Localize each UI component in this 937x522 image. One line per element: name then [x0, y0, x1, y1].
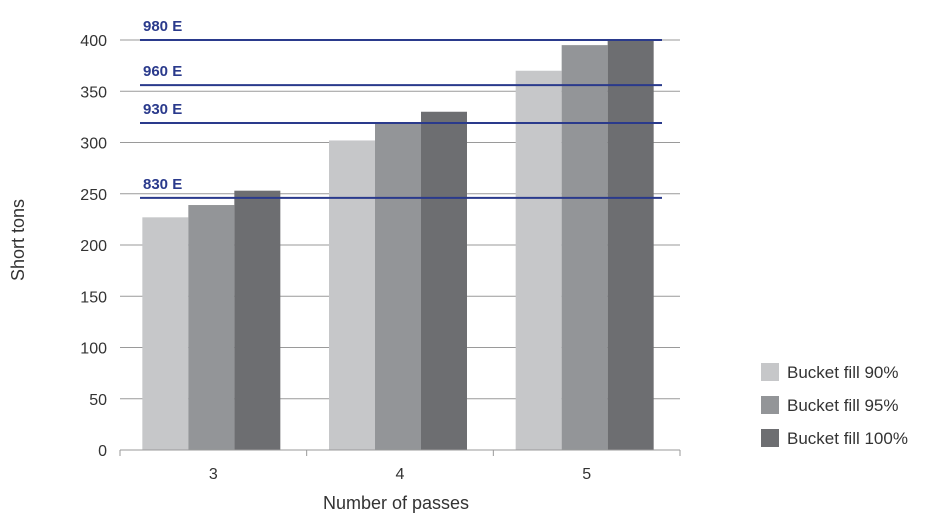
- legend-label: Bucket fill 90%: [787, 363, 899, 382]
- bar-3-series-3: [234, 190, 281, 451]
- bar-3-series-2: [188, 205, 235, 450]
- reference-line-label: 980 E: [143, 18, 182, 35]
- legend-swatch: [761, 363, 779, 381]
- y-tick-label: 250: [80, 187, 107, 204]
- y-tick-label: 100: [80, 341, 107, 358]
- reference-line-label: 960 E: [143, 63, 182, 80]
- y-tick-label: 400: [80, 33, 107, 50]
- bars: [142, 40, 654, 451]
- legend-swatch: [761, 429, 779, 447]
- y-tick-label: 0: [98, 443, 107, 460]
- y-tick-label: 150: [80, 289, 107, 306]
- x-tick-label: 5: [582, 466, 591, 483]
- bar-4-series-3: [421, 111, 467, 450]
- bar-5-series-1: [515, 70, 562, 450]
- reference-line-label: 930 E: [143, 101, 182, 118]
- bar-5-series-2: [561, 45, 608, 450]
- y-axis-title: Short tons: [8, 199, 28, 281]
- x-axis: 3 4 5: [119, 449, 681, 483]
- x-tick-label: 4: [396, 466, 405, 483]
- reference-line-label: 830 E: [143, 176, 182, 193]
- y-tick-label: 200: [80, 238, 107, 255]
- bar-3-series-1: [142, 217, 189, 450]
- y-tick-label: 50: [89, 392, 107, 409]
- bar-4-series-2: [375, 123, 421, 451]
- x-tick-label: 3: [209, 466, 218, 483]
- y-tick-label: 350: [80, 84, 107, 101]
- bar-4-series-1: [329, 140, 375, 450]
- legend-label: Bucket fill 100%: [787, 429, 908, 448]
- y-axis: 0 50 100 150 200 250 300 350 400: [80, 33, 107, 460]
- x-axis-title: Number of passes: [323, 493, 469, 513]
- legend: Bucket fill 90% Bucket fill 95% Bucket fil…: [761, 363, 908, 448]
- bar-5-series-3: [607, 40, 654, 450]
- legend-swatch: [761, 396, 779, 414]
- reference-lines: 980 E 960 E 930 E 830 E: [140, 18, 662, 199]
- y-tick-label: 300: [80, 136, 107, 153]
- legend-label: Bucket fill 95%: [787, 396, 899, 415]
